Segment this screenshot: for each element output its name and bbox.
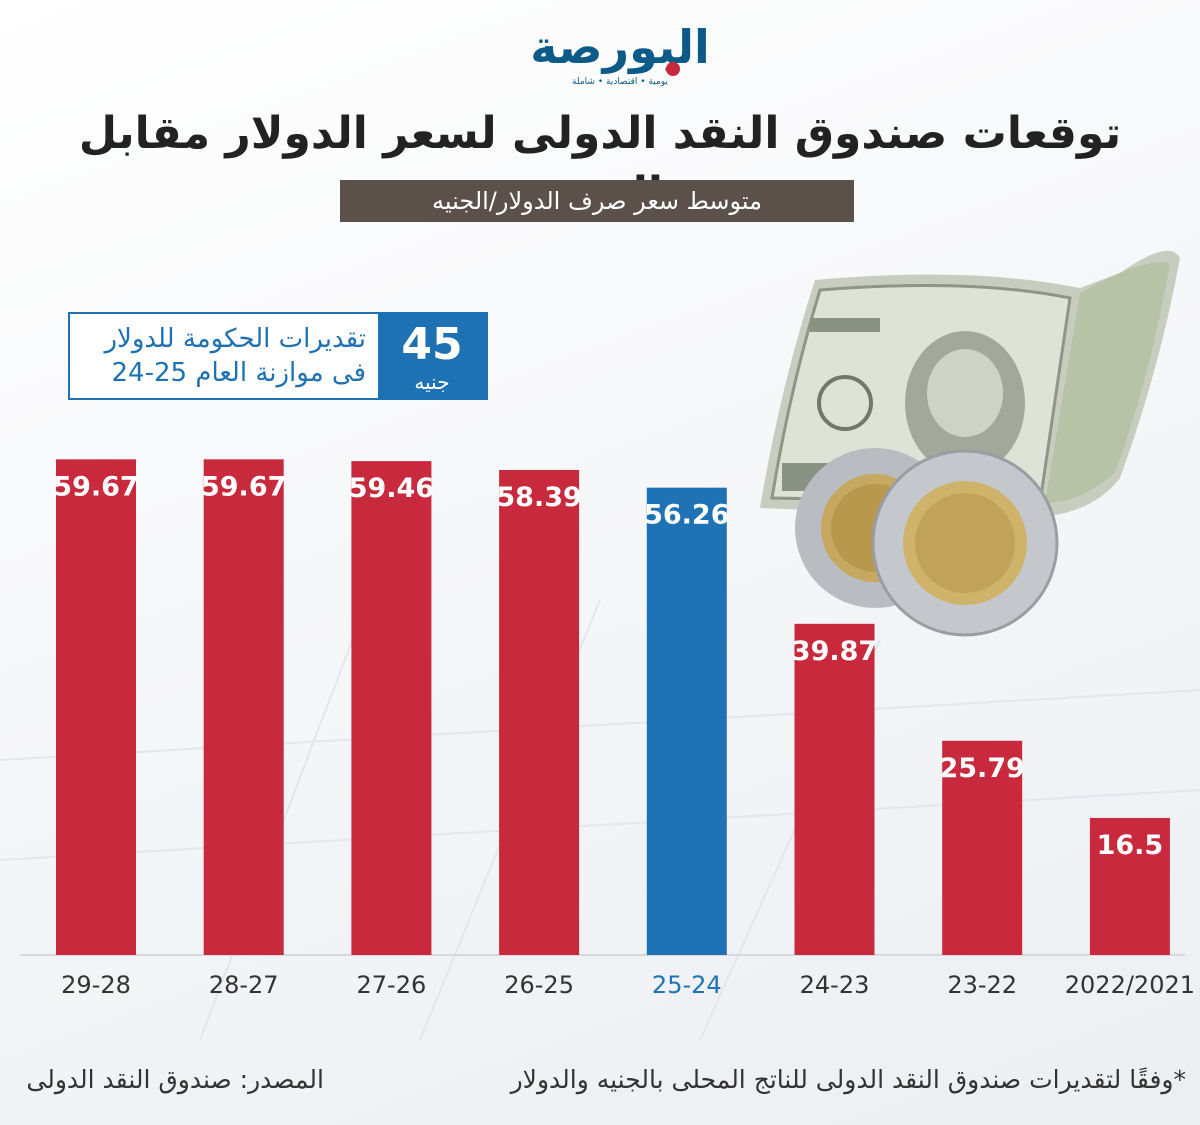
data-label-25-24: 56.26 bbox=[644, 500, 729, 531]
data-label-29-28: 59.67 bbox=[53, 471, 138, 502]
bar-27-26 bbox=[351, 461, 432, 955]
tick-label-29-28: 29-28 bbox=[61, 971, 131, 999]
government-estimate-value-box: 45 جنيه bbox=[378, 314, 486, 398]
bar-2022/2021 bbox=[1089, 817, 1170, 955]
data-label-28-27: 59.67 bbox=[201, 471, 286, 502]
brand-logo: البورصة يومية • اقتصادية • شاملة bbox=[520, 18, 720, 90]
bar-26-25 bbox=[499, 469, 580, 955]
tick-label-24-23: 24-23 bbox=[800, 971, 870, 999]
brand-logo-name: البورصة bbox=[530, 20, 710, 74]
data-label-26-25: 58.39 bbox=[496, 482, 581, 513]
government-estimate-value: 45 bbox=[401, 319, 463, 370]
tick-label-23-22: 23-22 bbox=[947, 971, 1017, 999]
tick-label-26-25: 26-25 bbox=[504, 971, 574, 999]
bar-chart: 59.67 29-28 59.67 28-27 59.46 27-26 58.39 26-25… bbox=[20, 459, 1195, 999]
bar-29-28 bbox=[56, 459, 136, 955]
brand-logo-dot bbox=[666, 62, 680, 76]
data-label-2022/2021: 16.5 bbox=[1097, 830, 1164, 861]
currency-illustration bbox=[760, 250, 1180, 637]
source-note: المصدر: صندوق النقد الدولى bbox=[26, 1065, 324, 1094]
bar-23-22 bbox=[942, 740, 1023, 955]
government-estimate-label: تقديرات الحكومة للدولار فى موازنة العام … bbox=[76, 322, 366, 390]
coin-icon bbox=[871, 449, 1059, 637]
tick-label-28-27: 28-27 bbox=[209, 971, 279, 999]
chart-subtitle: متوسط سعر صرف الدولار/الجنيه bbox=[340, 180, 854, 222]
data-label-23-22: 25.79 bbox=[939, 753, 1024, 784]
tick-label-27-26: 27-26 bbox=[357, 971, 427, 999]
tick-label-25-24: 25-24 bbox=[652, 971, 722, 999]
bar-28-27 bbox=[203, 459, 284, 955]
footnote: *وفقًا لتقديرات صندوق النقد الدولى للنات… bbox=[510, 1065, 1186, 1094]
brand-logo-tagline: يومية • اقتصادية • شاملة bbox=[572, 77, 668, 87]
tick-label-2022/2021: 2022/2021 bbox=[1065, 971, 1195, 999]
government-estimate-label-line2: فى موازنة العام 25-24 bbox=[111, 358, 367, 388]
bar-25-24 bbox=[646, 487, 727, 955]
government-estimate-label-line1: تقديرات الحكومة للدولار bbox=[104, 324, 366, 354]
government-estimate-unit: جنيه bbox=[414, 370, 450, 394]
government-estimate-callout: 45 جنيه تقديرات الحكومة للدولار فى موازن… bbox=[68, 312, 488, 400]
bar-24-23 bbox=[794, 623, 875, 955]
data-label-24-23: 39.87 bbox=[792, 636, 877, 667]
data-label-27-26: 59.46 bbox=[349, 473, 434, 504]
